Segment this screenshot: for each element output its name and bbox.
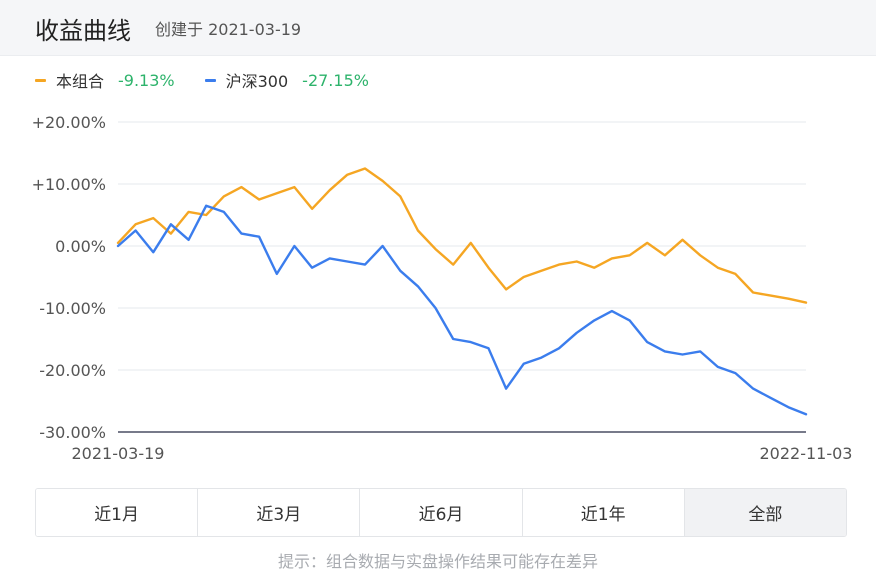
created-date: 创建于 2021-03-19 (155, 20, 302, 39)
legend-swatch-portfolio (35, 78, 46, 82)
chart-header: 收益曲线 创建于 2021-03-19 (0, 0, 876, 56)
disclaimer-tip: 提示：组合数据与实盘操作结果可能存在差异 (277, 552, 598, 571)
y-tick-label: 0.00% (55, 237, 106, 256)
tab-3-months[interactable]: 近3月 (198, 489, 361, 536)
legend-name-portfolio: 本组合 (56, 72, 105, 91)
tab-6-months[interactable]: 近6月 (360, 489, 523, 536)
chart-title: 收益曲线 (35, 17, 131, 45)
x-tick-label-start: 2021-03-19 (72, 444, 165, 463)
series-line-portfolio (116, 167, 808, 304)
legend-item-portfolio[interactable]: 本组合 -9.13% (35, 68, 175, 92)
legend-name-csi300: 沪深300 (225, 72, 289, 91)
tab-1-year[interactable]: 近1年 (522, 489, 685, 536)
legend-swatch-csi300 (204, 78, 216, 82)
period-selector: 近1月 近3月 近6月 近1年 全部 (35, 488, 847, 537)
legend-value-portfolio: -9.13% (118, 70, 175, 90)
y-tick-label: -10.00% (39, 299, 106, 318)
y-tick-label: -20.00% (39, 361, 106, 380)
tab-all[interactable]: 全部 (684, 489, 846, 536)
return-line-chart: +20.00% +10.00% 0.00% -10.00% -20.00% -30.00%… (32, 113, 853, 463)
y-tick-label: +20.00% (32, 113, 106, 132)
tab-1-month[interactable]: 近1月 (36, 489, 199, 536)
chart-legend: 本组合 -9.13% 沪深300 -27.15% (35, 68, 399, 92)
legend-item-csi300[interactable]: 沪深300 -27.15% (204, 68, 369, 92)
legend-value-csi300: -27.15% (302, 70, 369, 90)
x-tick-label-end: 2022-11-03 (760, 444, 853, 463)
y-tick-label: -30.00% (39, 423, 106, 442)
y-tick-label: +10.00% (32, 175, 106, 194)
series-line-csi300 (116, 204, 808, 416)
